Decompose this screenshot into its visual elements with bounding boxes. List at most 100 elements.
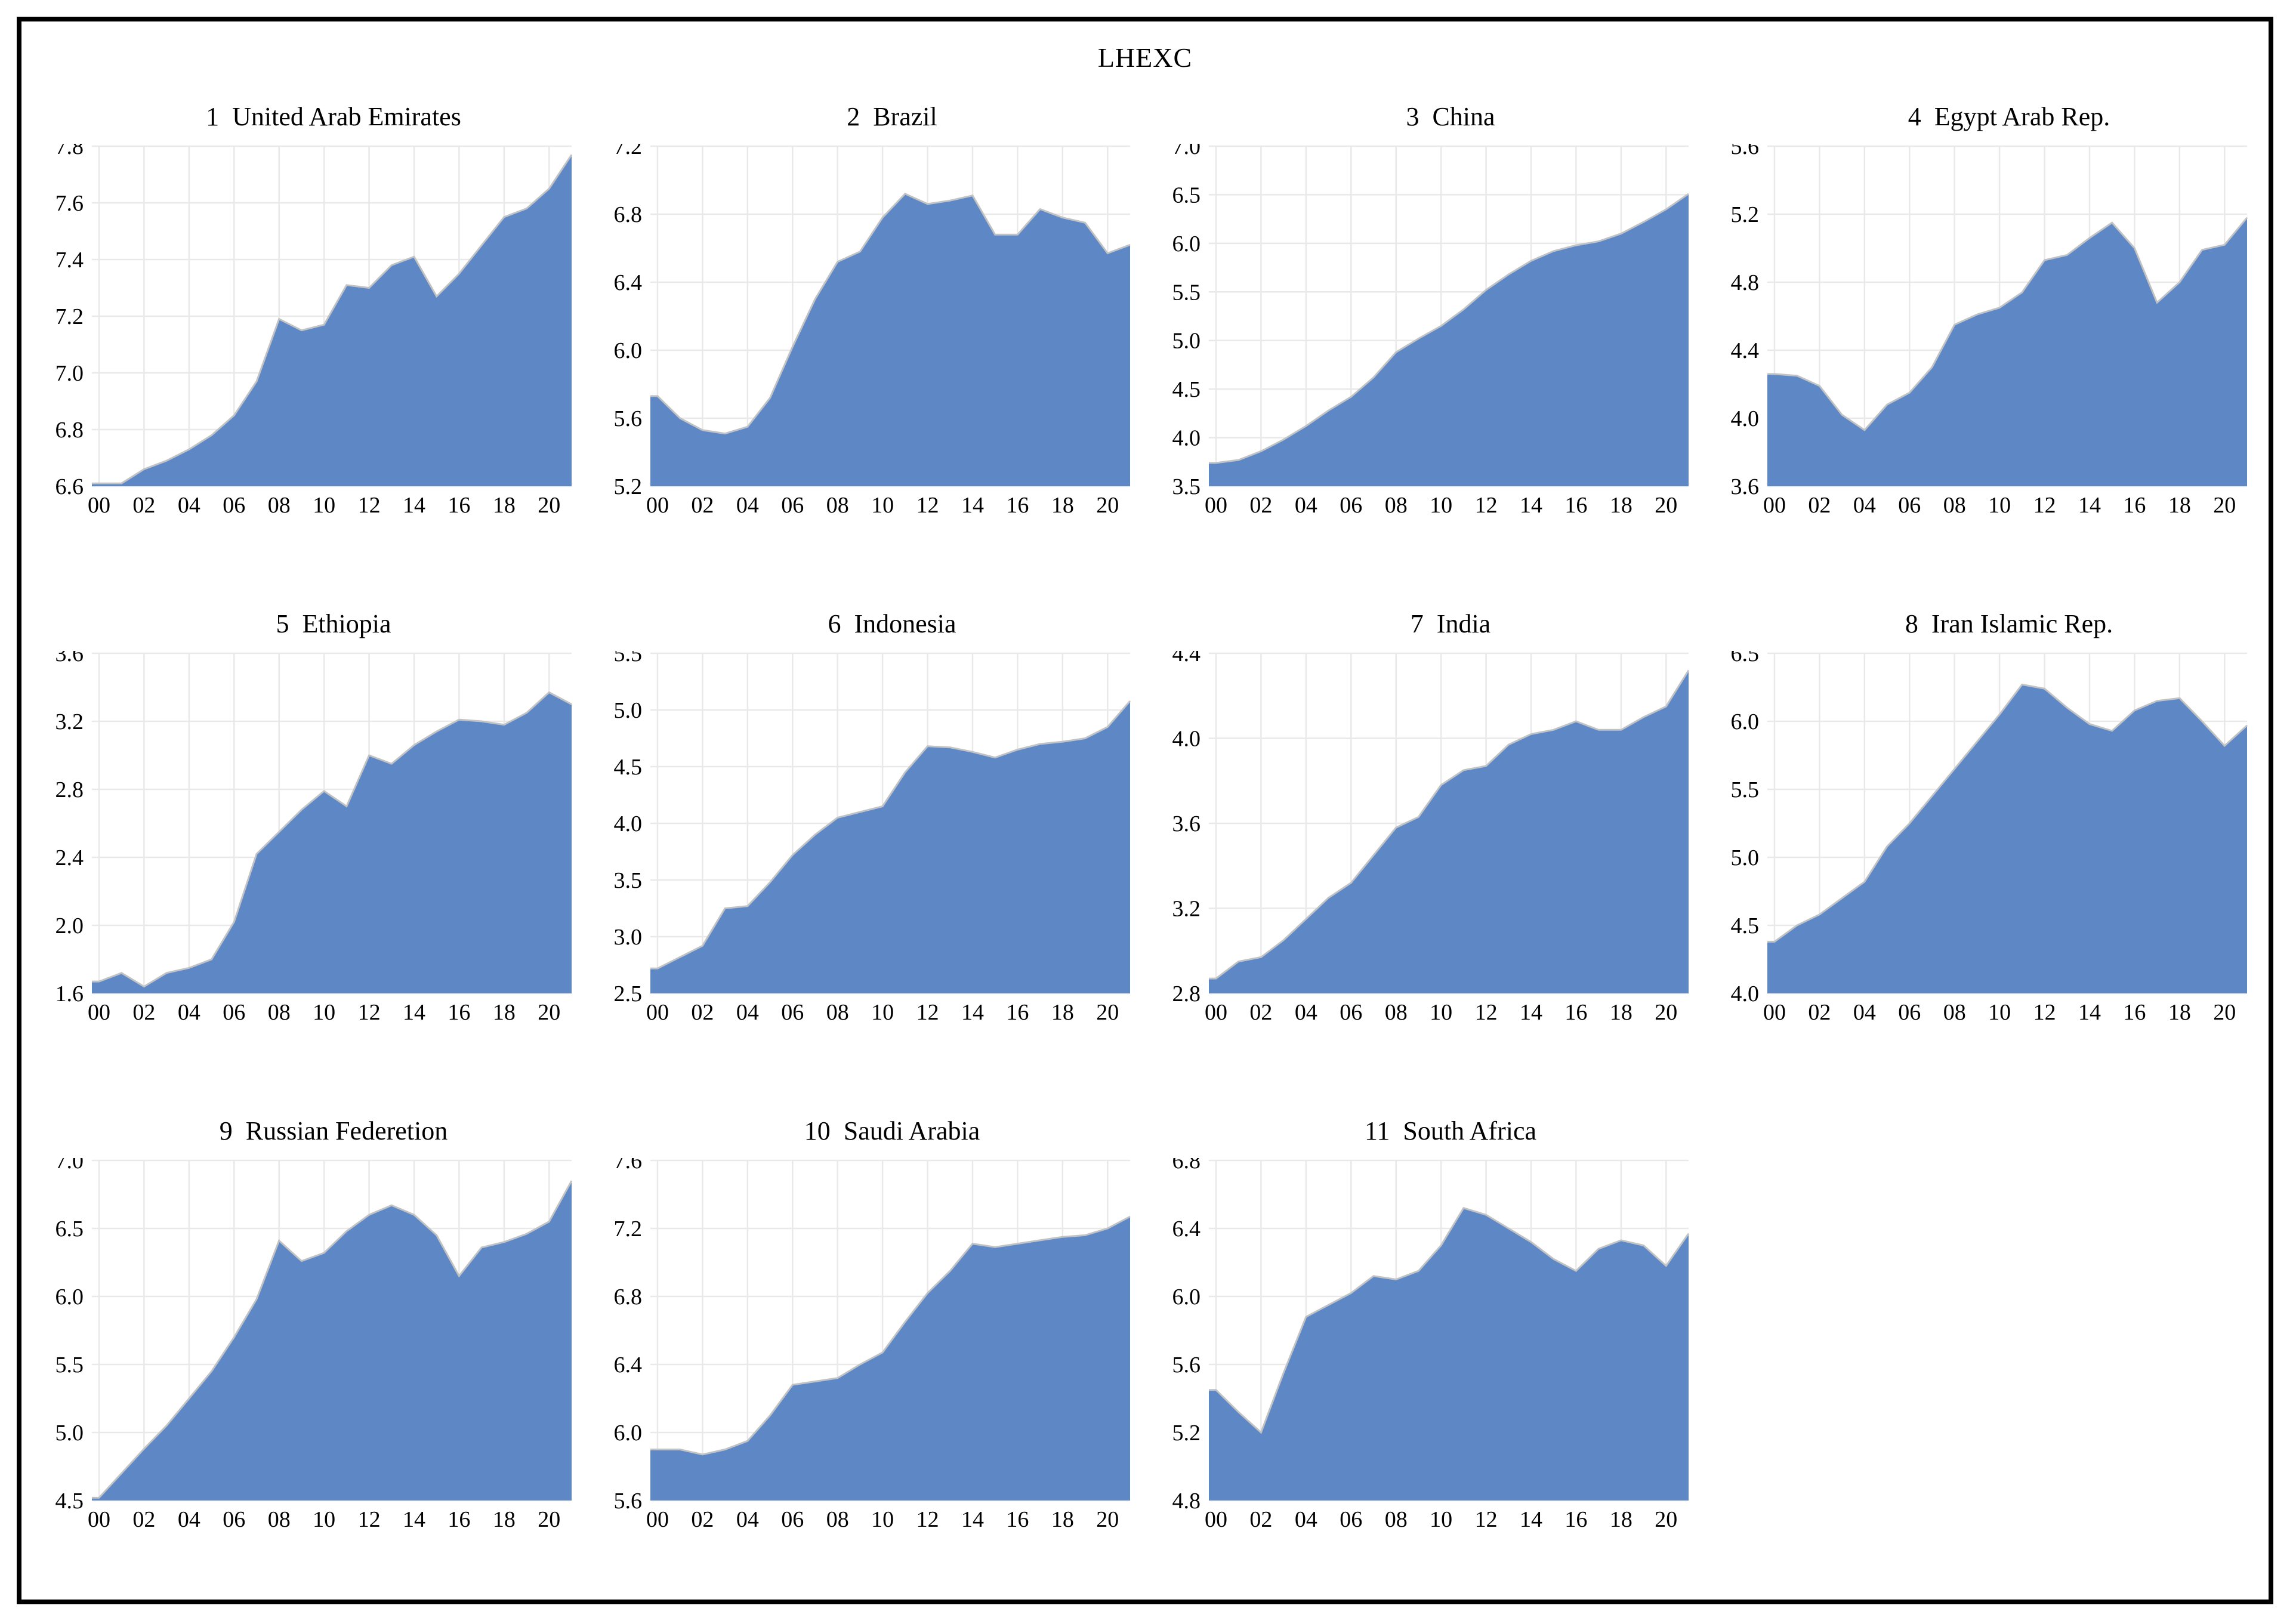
y-tick-label: 4.5 (55, 1489, 84, 1514)
y-tick-label: 4.0 (1172, 426, 1201, 451)
area-series-edge (92, 154, 573, 484)
x-tick-label: 00 (1205, 493, 1227, 518)
chart-panel-title: 4 Egypt Arab Rep. (1908, 101, 2110, 131)
chart-panel-title: 11 South Africa (1365, 1116, 1536, 1145)
x-tick-label: 20 (1096, 1000, 1119, 1025)
x-tick-label: 14 (961, 493, 984, 518)
x-tick-label: 04 (178, 1507, 200, 1532)
x-tick-label: 04 (1295, 1000, 1317, 1025)
x-tick-label: 02 (1249, 493, 1272, 518)
x-tick-label: 14 (2078, 1000, 2101, 1025)
x-tick-label: 14 (961, 1000, 984, 1025)
area-chart-7: 2.8 3.2 3.6 4.0 4.4 00 02 04 06 08 10 12 14 16 18 20 (1172, 651, 1690, 1025)
area-series (92, 692, 572, 993)
y-tick-label: 3.5 (614, 868, 643, 893)
area-series (92, 1181, 572, 1500)
area-chart-9: 4.5 5.0 5.5 6.0 6.5 7.0 00 02 04 06 08 10 12 14 16 18 20 (55, 1158, 573, 1532)
chart-panel-title: 9 Russian Federetion (219, 1116, 448, 1145)
y-tick-label: 6.6 (55, 474, 84, 499)
x-tick-label: 18 (1610, 1507, 1632, 1532)
y-tick-label: 5.0 (614, 698, 643, 723)
x-tick-label: 12 (916, 493, 939, 518)
x-tick-label: 00 (88, 493, 110, 518)
x-tick-label: 16 (1006, 493, 1029, 518)
y-tick-label: 3.6 (1172, 811, 1201, 836)
y-tick-label: 5.6 (1172, 1353, 1201, 1378)
x-tick-label: 12 (358, 493, 381, 518)
y-tick-label: 7.2 (614, 144, 643, 159)
x-tick-label: 08 (1385, 493, 1408, 518)
x-tick-label: 06 (223, 493, 245, 518)
x-tick-label: 14 (403, 493, 425, 518)
x-tick-label: 20 (538, 493, 560, 518)
x-tick-label: 00 (646, 1507, 669, 1532)
x-tick-label: 08 (268, 493, 291, 518)
area-series (650, 193, 1130, 486)
y-tick-label: 7.6 (55, 191, 84, 216)
x-tick-label: 02 (132, 1000, 155, 1025)
x-tick-label: 12 (2033, 1000, 2056, 1025)
y-axis-labels: 3.5 4.0 4.5 5.0 5.5 6.0 6.5 7.0 (1172, 144, 1201, 499)
x-tick-label: 16 (1564, 1000, 1587, 1025)
y-tick-label: 2.0 (55, 913, 84, 938)
x-tick-label: 16 (1006, 1000, 1029, 1025)
x-axis-labels: 00 02 04 06 08 10 12 14 16 18 20 (646, 1507, 1119, 1532)
x-tick-label: 02 (132, 493, 155, 518)
x-tick-label: 10 (313, 1507, 335, 1532)
x-tick-label: 12 (1475, 1000, 1498, 1025)
figure-title: LHEXC (1097, 42, 1193, 73)
x-axis-labels: 00 02 04 06 08 10 12 14 16 18 20 (1205, 493, 1677, 518)
y-tick-label: 4.0 (1731, 981, 1760, 1006)
y-tick-label: 7.8 (55, 144, 84, 159)
y-tick-label: 5.0 (1731, 845, 1760, 870)
x-tick-label: 00 (1763, 493, 1786, 518)
x-tick-label: 18 (1051, 1000, 1074, 1025)
x-tick-label: 00 (1205, 1507, 1227, 1532)
x-tick-label: 00 (88, 1507, 110, 1532)
x-tick-label: 06 (1340, 1507, 1362, 1532)
y-tick-label: 3.2 (55, 709, 84, 734)
y-tick-label: 2.4 (55, 845, 84, 870)
y-tick-label: 2.8 (55, 777, 84, 802)
x-axis-labels: 00 02 04 06 08 10 12 14 16 18 20 (1763, 1000, 2236, 1025)
x-tick-label: 20 (1096, 1507, 1119, 1532)
y-axis-labels: 4.8 5.2 5.6 6.0 6.4 6.8 (1172, 1158, 1201, 1514)
x-tick-label: 18 (1610, 493, 1632, 518)
area-series (1767, 684, 2247, 993)
y-tick-label: 3.6 (55, 651, 84, 666)
chart-panel-saudi-arabia: 10 Saudi Arabia 5.6 6.0 6.4 6.8 7.2 7.6 00 02 04… (597, 1103, 1134, 1534)
area-series (1209, 1208, 1689, 1500)
x-tick-label: 12 (916, 1000, 939, 1025)
area-chart-10: 5.6 6.0 6.4 6.8 7.2 7.6 00 02 04 06 08 10 12 14 16 18 20 (614, 1158, 1131, 1532)
y-tick-label: 6.8 (55, 418, 84, 443)
x-axis-labels: 00 02 04 06 08 10 12 14 16 18 20 (88, 1507, 560, 1532)
y-tick-label: 7.2 (614, 1216, 643, 1242)
y-tick-label: 5.0 (55, 1421, 84, 1446)
x-tick-label: 00 (1205, 1000, 1227, 1025)
area-series-edge (1209, 669, 1690, 980)
y-tick-label: 6.4 (614, 1353, 643, 1378)
x-tick-label: 02 (1249, 1507, 1272, 1532)
x-tick-label: 10 (871, 1507, 894, 1532)
x-tick-label: 08 (1943, 493, 1966, 518)
x-tick-label: 08 (1385, 1000, 1408, 1025)
x-tick-label: 12 (1475, 493, 1498, 518)
y-tick-label: 4.0 (1172, 727, 1201, 752)
y-tick-label: 6.5 (1731, 651, 1760, 666)
x-tick-label: 00 (646, 493, 669, 518)
y-tick-label: 5.6 (1731, 144, 1760, 159)
x-axis-labels: 00 02 04 06 08 10 12 14 16 18 20 (646, 1000, 1119, 1025)
chart-panel-title: 8 Iran Islamic Rep. (1905, 609, 2113, 638)
area-series-edge (92, 1180, 573, 1499)
x-tick-label: 06 (1340, 493, 1362, 518)
x-tick-label: 04 (736, 493, 759, 518)
chart-panel-indonesia: 6 Indonesia 2.5 3.0 3.5 4.0 4.5 5.0 5.5 00 02 04 0… (597, 596, 1134, 1027)
y-tick-label: 6.4 (1172, 1216, 1201, 1242)
y-tick-label: 3.0 (614, 925, 643, 950)
x-tick-label: 02 (691, 493, 714, 518)
x-tick-label: 10 (313, 1000, 335, 1025)
y-tick-label: 6.8 (1172, 1158, 1201, 1174)
y-tick-label: 7.0 (55, 361, 84, 386)
x-tick-label: 18 (493, 493, 516, 518)
x-tick-label: 08 (268, 1507, 291, 1532)
